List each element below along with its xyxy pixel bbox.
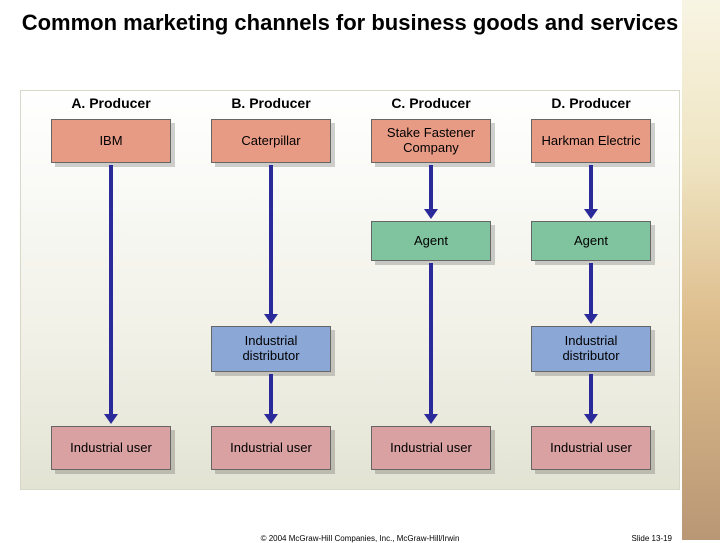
column-header: A. Producer xyxy=(41,95,181,111)
chart-area: A. Producer IBM Industrial user B. Producer… xyxy=(20,90,680,490)
flow-arrow xyxy=(426,165,436,219)
distributor-box: Industrial distributor xyxy=(531,326,651,372)
agent-box: Agent xyxy=(531,221,651,261)
column-header: D. Producer xyxy=(521,95,661,111)
producer-box: Stake Fastener Company xyxy=(371,119,491,163)
distributor-box: Industrial distributor xyxy=(211,326,331,372)
flow-chart: A. Producer IBM Industrial user B. Producer… xyxy=(21,91,679,489)
agent-box: Agent xyxy=(371,221,491,261)
slide-number: Slide 13-19 xyxy=(632,534,672,543)
user-box: Industrial user xyxy=(371,426,491,470)
user-box: Industrial user xyxy=(531,426,651,470)
flow-arrow xyxy=(426,263,436,424)
column-header: B. Producer xyxy=(201,95,341,111)
producer-box: Caterpillar xyxy=(211,119,331,163)
producer-box: IBM xyxy=(51,119,171,163)
copyright-text: © 2004 McGraw-Hill Companies, Inc., McGr… xyxy=(0,534,720,543)
user-box: Industrial user xyxy=(51,426,171,470)
flow-arrow xyxy=(586,165,596,219)
slide-title: Common marketing channels for business g… xyxy=(0,0,720,41)
flow-arrow xyxy=(586,263,596,324)
producer-box: Harkman Electric xyxy=(531,119,651,163)
user-box: Industrial user xyxy=(211,426,331,470)
flow-arrow xyxy=(266,165,276,324)
slide-decoration-strip xyxy=(682,0,720,540)
flow-arrow xyxy=(586,374,596,424)
flow-arrow xyxy=(106,165,116,424)
flow-arrow xyxy=(266,374,276,424)
column-header: C. Producer xyxy=(361,95,501,111)
